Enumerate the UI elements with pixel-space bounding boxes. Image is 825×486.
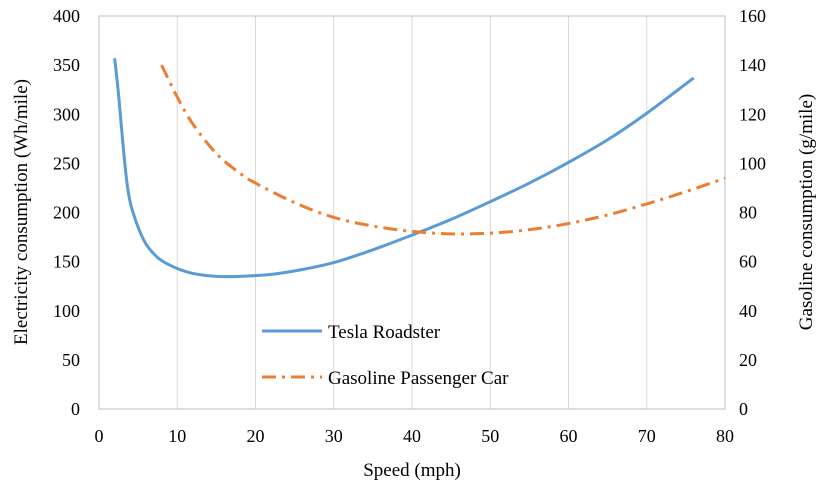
y-left-tick-label: 100 [53,301,80,321]
x-tick-label: 50 [481,426,499,446]
tick-labels: 0 10 20 30 40 50 60 70 8005010015020025030035040… [53,6,766,446]
legend-gasoline-label: Gasoline Passenger Car [328,368,509,389]
x-tick-label: 20 [247,426,265,446]
y-axis-left-title: Electricity consumption (Wh/mile) [11,79,32,345]
x-tick-label: 10 [168,426,186,446]
series-line-tesla-roadster [113,58,695,279]
x-tick-label: 40 [403,426,421,446]
y-right-tick-label: 40 [739,301,757,321]
y-right-tick-label: 100 [739,153,766,173]
grid-layer [176,16,648,409]
plot-area [98,15,726,410]
legend: Tesla Roadster Gasoline Passenger Car [262,322,509,389]
y-left-tick-label: 400 [53,6,80,26]
x-tick-label: 0 [95,426,104,446]
y-left-tick-label: 50 [62,350,80,370]
series-layer [113,58,726,279]
x-tick-label: 70 [638,426,656,446]
y-left-tick-label: 150 [53,252,80,272]
y-left-tick-label: 300 [53,104,80,124]
x-tick-label: 80 [716,426,734,446]
x-axis-title: Speed (mph) [363,460,461,481]
y-right-tick-label: 120 [739,104,766,124]
y-left-tick-label: 200 [53,203,80,223]
y-right-tick-label: 0 [739,399,748,419]
y-left-tick-label: 250 [53,153,80,173]
y-left-tick-label: 0 [71,399,80,419]
x-tick-label: 60 [560,426,578,446]
y-right-tick-label: 140 [739,55,766,75]
y-right-tick-label: 160 [739,6,766,26]
y-right-tick-label: 60 [739,252,757,272]
y-left-tick-label: 350 [53,55,80,75]
y-right-tick-label: 20 [739,350,757,370]
series-line-gasoline-car [160,64,726,236]
x-tick-label: 30 [325,426,343,446]
y-axis-right-title: Gasoline consumption (g/mile) [796,94,817,330]
legend-tesla-label: Tesla Roadster [328,322,441,343]
y-right-tick-label: 80 [739,203,757,223]
